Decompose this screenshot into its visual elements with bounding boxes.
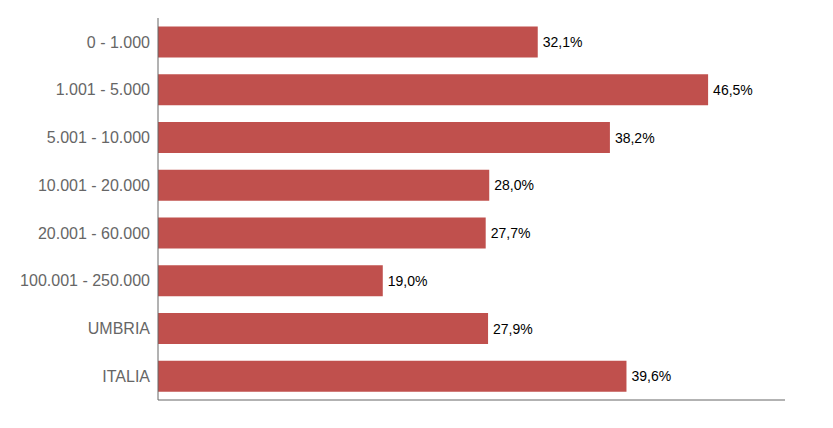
svg-text:39,6%: 39,6% (631, 368, 671, 384)
svg-text:10.001 - 20.000: 10.001 - 20.000 (38, 177, 150, 194)
svg-text:27,9%: 27,9% (493, 321, 533, 337)
svg-text:19,0%: 19,0% (388, 273, 428, 289)
svg-text:28,0%: 28,0% (494, 177, 534, 193)
svg-text:ITALIA: ITALIA (102, 368, 150, 385)
svg-text:46,5%: 46,5% (713, 82, 753, 98)
svg-text:UMBRIA: UMBRIA (88, 320, 151, 337)
svg-text:0 - 1.000: 0 - 1.000 (87, 34, 150, 51)
svg-text:20.001 - 60.000: 20.001 - 60.000 (38, 225, 150, 242)
svg-text:27,7%: 27,7% (491, 225, 531, 241)
svg-text:100.001 - 250.000: 100.001 - 250.000 (20, 272, 150, 289)
svg-text:38,2%: 38,2% (615, 130, 655, 146)
svg-text:5.001 - 10.000: 5.001 - 10.000 (47, 129, 150, 146)
svg-text:32,1%: 32,1% (543, 34, 583, 50)
svg-text:1.001 - 5.000: 1.001 - 5.000 (56, 81, 150, 98)
